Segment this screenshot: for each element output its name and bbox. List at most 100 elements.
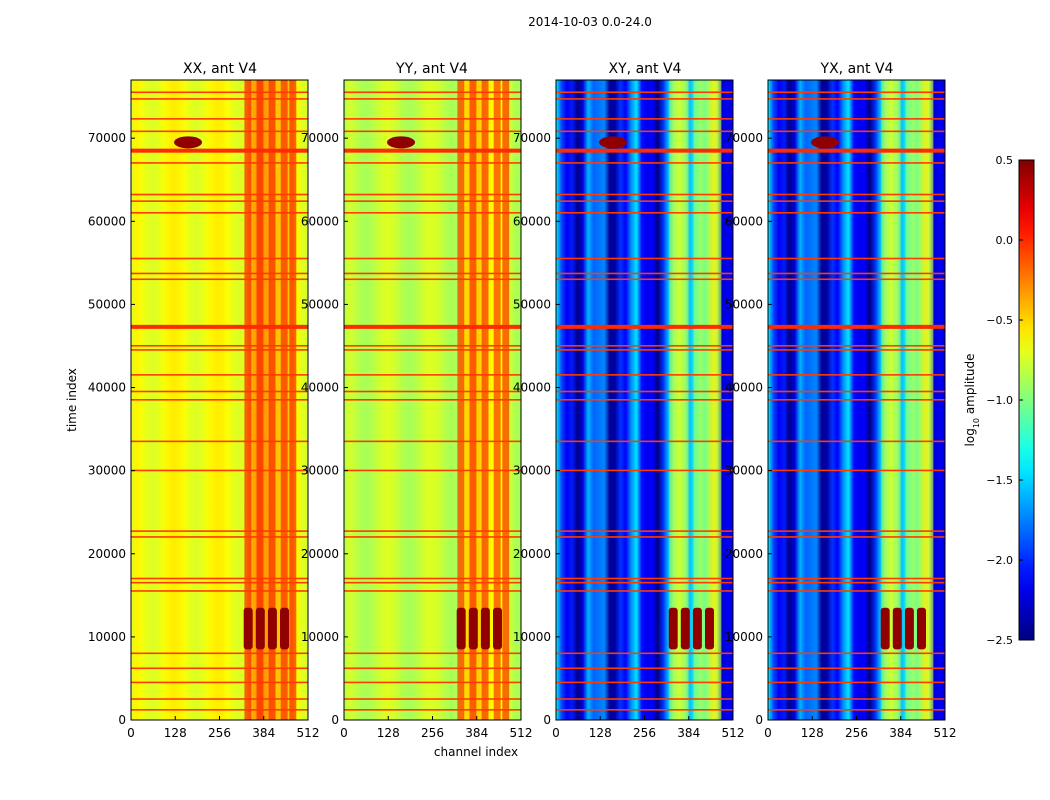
panel-title: XY, ant V4 <box>609 61 682 77</box>
flagged-row <box>556 581 733 584</box>
flagged-row <box>556 530 733 532</box>
flagged-row <box>556 681 733 684</box>
flagged-row <box>556 469 733 472</box>
flagged-row <box>556 162 733 164</box>
y-tick-label: 20000 <box>513 547 551 561</box>
flagged-row <box>556 652 733 655</box>
flagged-row <box>344 681 521 684</box>
x-tick-label: 384 <box>252 726 275 740</box>
flagged-row <box>344 709 521 711</box>
flagged-row <box>131 390 308 393</box>
flagged-row <box>768 91 945 94</box>
flagged-row <box>556 349 733 351</box>
rfi-burst <box>456 607 466 650</box>
flagged-row <box>344 324 521 329</box>
flagged-row <box>768 98 945 100</box>
y-tick-label: 10000 <box>513 630 551 644</box>
flagged-row <box>131 469 308 472</box>
flagged-row <box>768 440 945 443</box>
flagged-row <box>768 148 945 153</box>
flagged-row <box>131 681 308 684</box>
flagged-row <box>131 440 308 443</box>
flagged-row <box>131 91 308 94</box>
flagged-row <box>344 349 521 351</box>
colorbar-tick-label: −2.5 <box>986 634 1013 647</box>
flagged-row <box>344 374 521 376</box>
y-tick-label: 70000 <box>725 131 763 145</box>
y-tick-label: 10000 <box>301 630 339 644</box>
flagged-row <box>344 577 521 580</box>
flagged-row <box>768 399 945 401</box>
y-tick-label: 0 <box>331 713 339 727</box>
x-tick-label: 0 <box>552 726 560 740</box>
flagged-row <box>131 374 308 376</box>
flagged-row <box>556 374 733 376</box>
flagged-row <box>768 278 945 281</box>
flagged-row <box>556 390 733 393</box>
flagged-row <box>556 536 733 538</box>
y-tick-label: 50000 <box>301 297 339 311</box>
flagged-row <box>344 257 521 260</box>
x-tick-label: 0 <box>340 726 348 740</box>
flagged-row <box>768 200 945 202</box>
rfi-burst <box>243 607 253 650</box>
flagged-row <box>768 211 945 214</box>
flagged-row <box>344 91 521 94</box>
flagged-row <box>556 440 733 443</box>
flagged-row <box>131 344 308 347</box>
flagged-row <box>768 390 945 393</box>
flagged-row <box>131 698 308 700</box>
rfi-burst <box>267 607 277 650</box>
x-tick-label: 128 <box>801 726 824 740</box>
flagged-row <box>768 590 945 592</box>
x-tick-label: 512 <box>510 726 533 740</box>
x-tick-label: 256 <box>208 726 231 740</box>
y-tick-label: 60000 <box>301 214 339 228</box>
rfi-burst <box>692 607 702 650</box>
x-tick-label: 256 <box>421 726 444 740</box>
colorbar-label: log10 amplitude <box>963 354 981 447</box>
x-axis-label: channel index <box>434 745 518 759</box>
y-tick-label: 50000 <box>88 297 126 311</box>
colorbar-tick-label: 0.0 <box>996 234 1014 247</box>
y-tick-label: 50000 <box>725 297 763 311</box>
flagged-row <box>344 162 521 164</box>
transient-burst <box>811 136 840 149</box>
flagged-row <box>344 193 521 196</box>
y-tick-label: 60000 <box>88 214 126 228</box>
colorbar-tick-label: 0.5 <box>996 154 1014 167</box>
flagged-row <box>768 272 945 275</box>
y-axis-label: time index <box>65 368 79 432</box>
flagged-row <box>556 577 733 580</box>
x-tick-label: 256 <box>845 726 868 740</box>
y-tick-label: 70000 <box>88 131 126 145</box>
flagged-row <box>768 681 945 684</box>
y-tick-label: 20000 <box>301 547 339 561</box>
flagged-row <box>556 667 733 670</box>
flagged-row <box>131 530 308 532</box>
flagged-row <box>131 399 308 401</box>
panel-title: YX, ant V4 <box>820 61 894 77</box>
y-tick-label: 60000 <box>513 214 551 228</box>
flagged-row <box>131 536 308 538</box>
colorbar: log10 amplitude 0.5 0.0 −0.5 −1.0 −1.5 −2.0 −2… <box>963 154 1035 647</box>
flagged-row <box>556 272 733 275</box>
y-tick-label: 10000 <box>725 630 763 644</box>
flagged-row <box>768 344 945 347</box>
flagged-row <box>131 324 308 329</box>
rfi-burst <box>880 607 890 650</box>
y-tick-label: 30000 <box>513 464 551 478</box>
figure-title: 2014-10-03 0.0-24.0 <box>528 15 652 29</box>
flagged-row <box>768 577 945 580</box>
flagged-row <box>556 148 733 153</box>
flagged-row <box>556 91 733 94</box>
flagged-row <box>131 200 308 202</box>
flagged-row <box>131 257 308 260</box>
rfi-burst <box>680 607 690 650</box>
flagged-row <box>344 440 521 443</box>
panel-xx: XX, ant V4 0 128 256 384 512 0 10000 20000 30000… <box>88 61 320 740</box>
panel-yy: YY, ant V4 0 128 256 384 512 0 10000 20000 30000… <box>301 61 533 740</box>
colorbar-tick-label: −2.0 <box>986 554 1013 567</box>
y-tick-label: 20000 <box>725 547 763 561</box>
panel-yx: YX, ant V4 0 128 256 384 512 0 10000 20000 30000… <box>725 61 957 740</box>
